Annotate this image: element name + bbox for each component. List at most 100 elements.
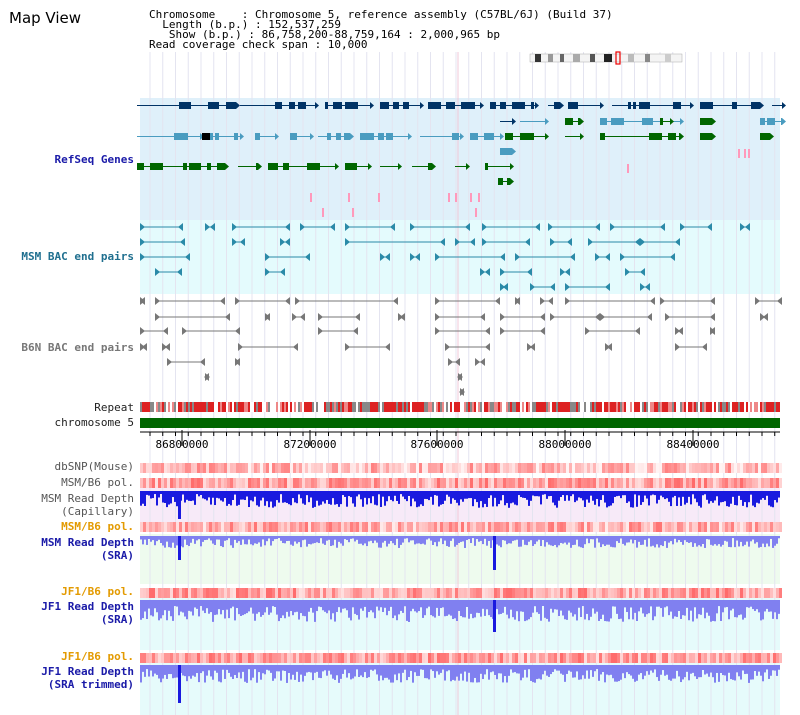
depth-bar [566,536,568,545]
bac-end-marker [155,268,160,276]
depth-bar [154,665,156,674]
depth-spike [178,491,181,519]
heat-cell [602,588,605,598]
repeat-element [606,402,608,412]
repeat-element [522,402,524,412]
bac-end-marker [567,238,572,246]
heat-cell [593,522,596,532]
depth-bar [208,536,210,539]
track-label-msm-depth-sra[interactable]: MSM Read Depth [41,536,134,549]
track-label-msm-b6-pol-2[interactable]: MSM/B6 pol. [61,520,134,533]
depth-bar [544,665,546,671]
ideogram-band [590,54,595,62]
depth-bar [510,491,512,504]
heat-cell [602,463,605,473]
depth-bar [748,536,750,547]
depth-bar [438,536,440,542]
heat-cell [266,463,269,473]
track-label-jf1-b6-pol-2[interactable]: JF1/B6 pol. [61,650,134,663]
heat-cell [356,463,359,473]
repeat-element [644,402,646,412]
heat-cell [314,478,317,488]
track-label-jf1-depth-trim[interactable]: JF1 Read Depth [41,665,134,678]
heat-cell [248,463,251,473]
track-label-jf1-depth-sra[interactable]: JF1 Read Depth [41,600,134,613]
depth-bar [438,491,440,507]
bac-end-marker [485,268,490,276]
repeat-element [272,402,274,412]
depth-bar [730,600,732,611]
chromosome-info: Chromosome : Chromosome 5, reference ass… [149,9,613,50]
depth-bar [538,665,540,679]
heat-cell [353,522,356,532]
depth-bar [676,536,678,543]
heat-cell [185,463,188,473]
heat-cell [518,463,521,473]
repeat-element [292,402,294,412]
repeat-element [476,402,478,412]
heat-cell [362,588,365,598]
gene-exon [679,133,680,140]
track-label-b6n-bac[interactable]: B6N BAC end pairs [21,341,134,354]
depth-bar [382,536,384,543]
depth-bar [750,600,752,607]
depth-bar [512,665,514,673]
depth-bar [526,600,528,621]
depth-bar [686,665,688,672]
depth-bar [370,665,372,670]
depth-bar [376,536,378,543]
repeat-element [656,402,658,412]
heat-cell [308,653,311,663]
heat-cell [365,463,368,473]
bac-end-marker [165,343,170,351]
depth-bar [570,491,572,497]
depth-bar [324,536,326,545]
gene-exon [344,133,350,140]
depth-bar [402,600,404,613]
repeat-element [210,402,212,412]
depth-bar [356,665,358,670]
depth-bar [170,491,172,504]
depth-bar [674,600,676,617]
heat-cell [179,588,182,598]
repeat-element [622,402,624,412]
track-label-refseq[interactable]: RefSeq Genes [54,153,134,166]
depth-bar [224,665,226,679]
heat-cell [326,653,329,663]
gene-exon [325,102,328,109]
heat-cell [677,463,680,473]
heat-cell [605,522,608,532]
heat-cell [536,653,539,663]
depth-bar [686,491,688,503]
track-label-msm-depth-cap[interactable]: MSM Read Depth [41,492,134,505]
gene-arrow [560,102,564,109]
heat-cell [509,588,512,598]
track-label-jf1-b6-pol-1[interactable]: JF1/B6 pol. [61,585,134,598]
track-label-msm-bac[interactable]: MSM BAC end pairs [21,250,134,263]
depth-bar [376,600,378,607]
depth-bar [230,536,232,546]
depth-bar [702,491,704,496]
gene-exon [290,133,297,140]
depth-bar [508,491,510,508]
track-label-repeat[interactable]: Repeat [94,401,134,414]
track-label-msm-b6-pol-1[interactable]: MSM/B6 pol. [61,476,134,489]
repeat-element [190,402,192,412]
depth-bar [722,600,724,613]
depth-bar [754,491,756,508]
heat-cell [740,588,743,598]
heat-cell [443,653,446,663]
depth-bar [400,491,402,495]
heat-cell [365,588,368,598]
gene-arrow [510,178,514,185]
heat-cell [554,463,557,473]
heat-cell [149,522,152,532]
depth-bar [608,665,610,676]
repeat-element [228,402,230,412]
heat-cell [254,463,257,473]
heat-cell [293,522,296,532]
depth-bar [544,491,546,495]
track-label-dbsnp[interactable]: dbSNP(Mouse) [54,460,134,473]
repeat-element [562,402,564,412]
